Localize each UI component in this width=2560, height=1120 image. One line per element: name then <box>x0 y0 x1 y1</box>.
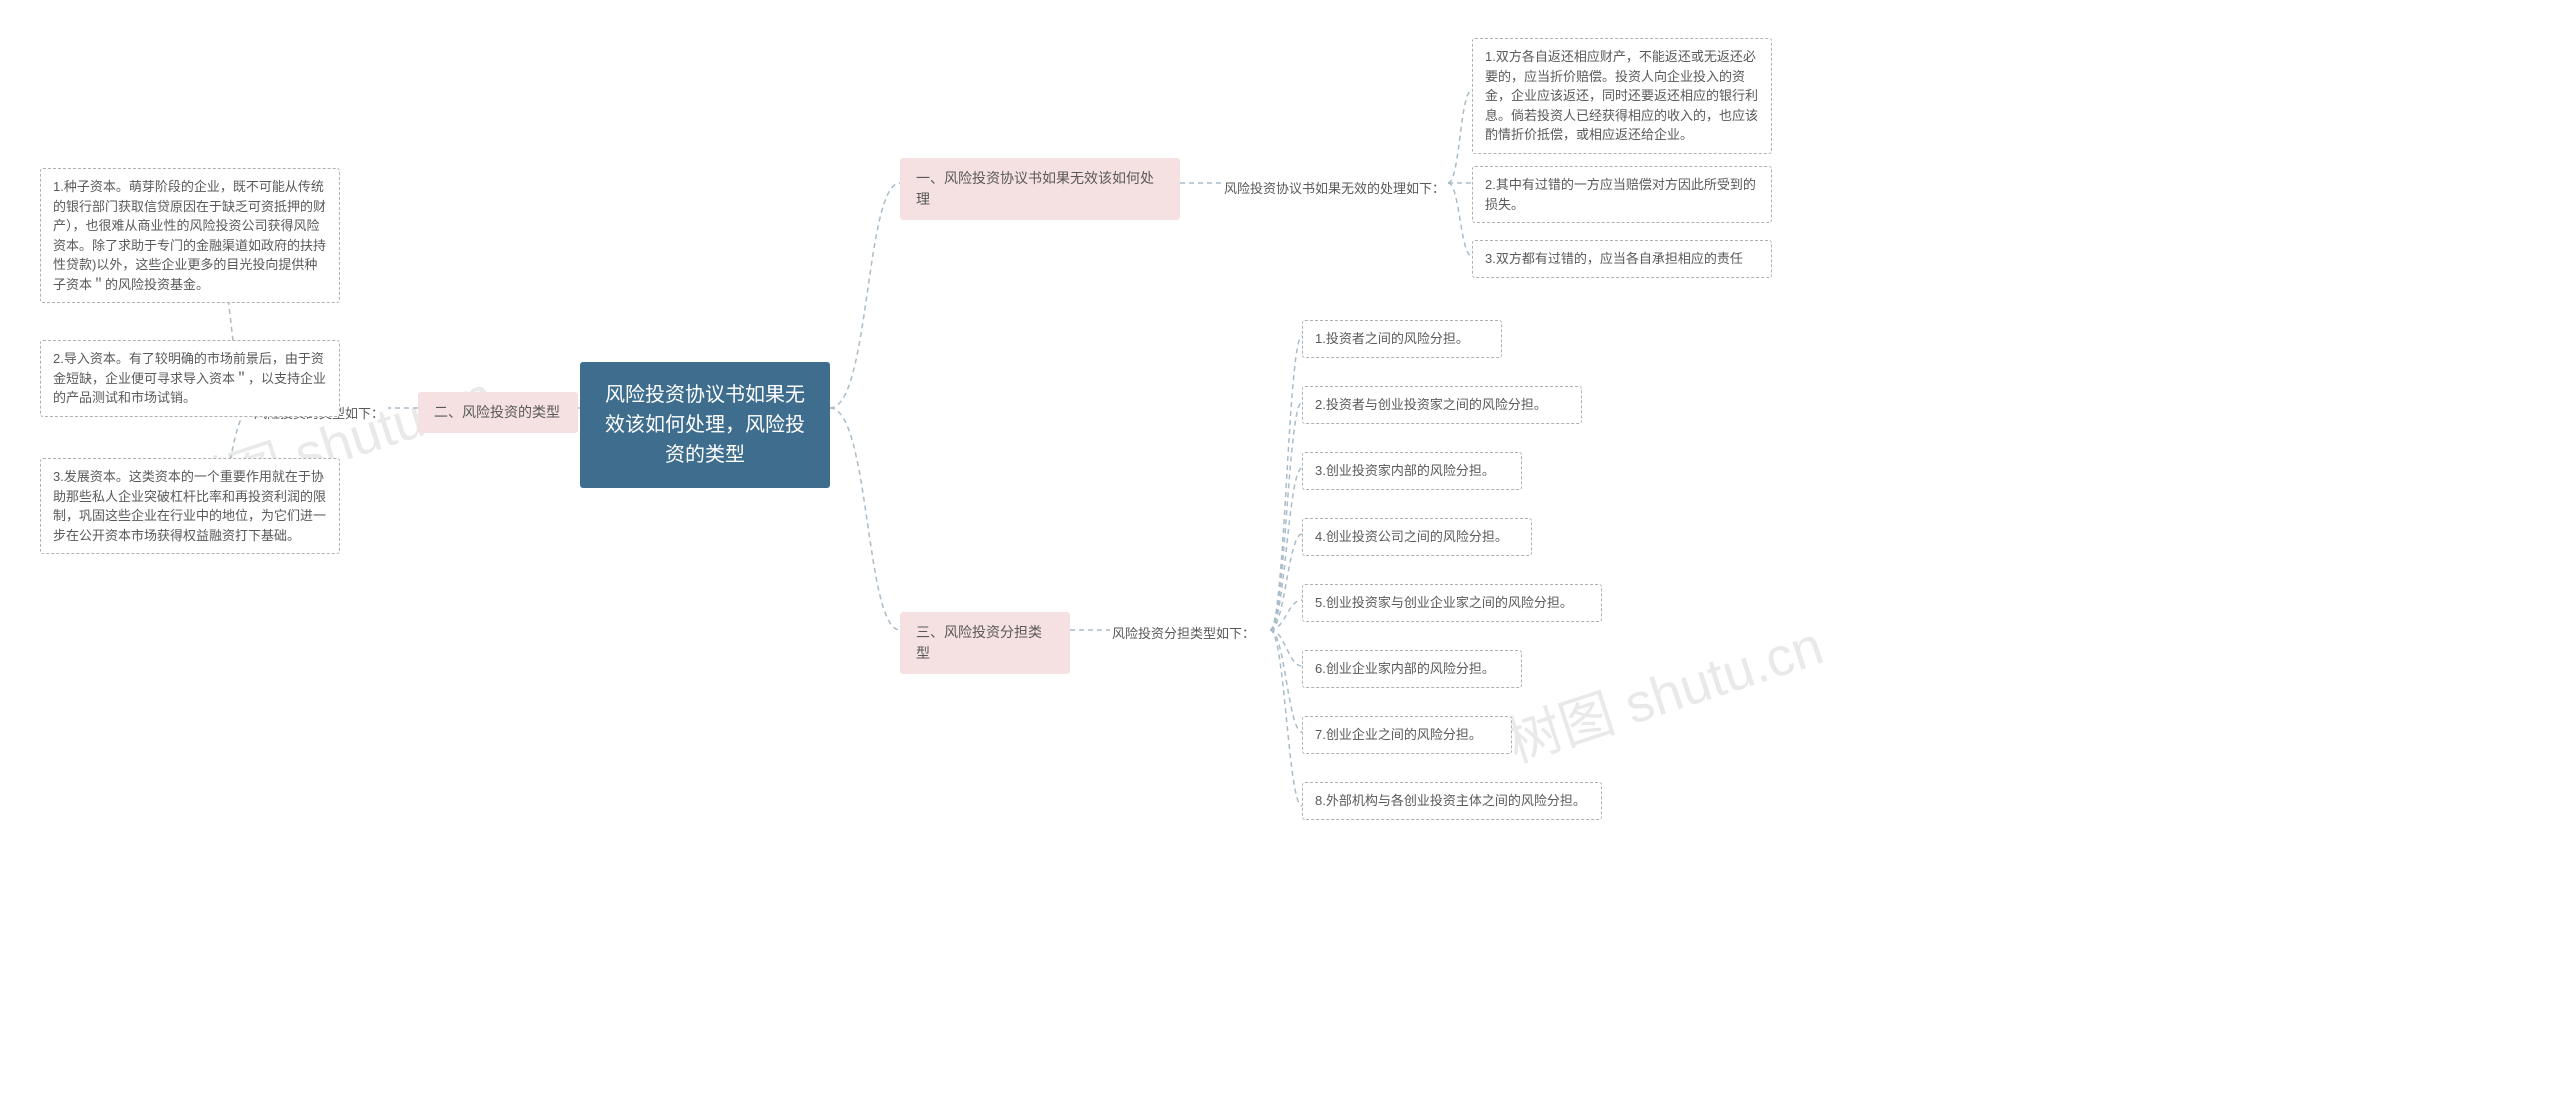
branch-3-sub: 风险投资分担类型如下： <box>1110 620 1257 648</box>
branch-3-leaf-4: 4.创业投资公司之间的风险分担。 <box>1302 518 1532 556</box>
branch-2: 二、风险投资的类型 <box>418 392 578 433</box>
branch-3-leaf-7: 7.创业企业之间的风险分担。 <box>1302 716 1512 754</box>
branch-3: 三、风险投资分担类型 <box>900 612 1070 674</box>
branch-3-leaf-8: 8.外部机构与各创业投资主体之间的风险分担。 <box>1302 782 1602 820</box>
branch-3-leaf-6: 6.创业企业家内部的风险分担。 <box>1302 650 1522 688</box>
branch-3-leaf-3: 3.创业投资家内部的风险分担。 <box>1302 452 1522 490</box>
branch-2-leaf-1: 1.种子资本。萌芽阶段的企业，既不可能从传统的银行部门获取信贷原因在于缺乏可资抵… <box>40 168 340 303</box>
branch-1-sub: 风险投资协议书如果无效的处理如下： <box>1222 175 1447 203</box>
branch-2-leaf-2: 2.导入资本。有了较明确的市场前景后，由于资金短缺，企业便可寻求导入资本＂，以支… <box>40 340 340 417</box>
branch-1-leaf-1: 1.双方各自返还相应财产，不能返还或无返还必要的，应当折价赔偿。投资人向企业投入… <box>1472 38 1772 154</box>
center-node: 风险投资协议书如果无效该如何处理，风险投资的类型 <box>580 362 830 488</box>
connectors <box>0 0 2560 1120</box>
branch-1-leaf-3: 3.双方都有过错的，应当各自承担相应的责任 <box>1472 240 1772 278</box>
branch-1: 一、风险投资协议书如果无效该如何处理 <box>900 158 1180 220</box>
branch-1-leaf-2: 2.其中有过错的一方应当赔偿对方因此所受到的损失。 <box>1472 166 1772 223</box>
branch-2-leaf-3: 3.发展资本。这类资本的一个重要作用就在于协助那些私人企业突破杠杆比率和再投资利… <box>40 458 340 554</box>
branch-3-leaf-2: 2.投资者与创业投资家之间的风险分担。 <box>1302 386 1582 424</box>
branch-3-leaf-5: 5.创业投资家与创业企业家之间的风险分担。 <box>1302 584 1602 622</box>
branch-3-leaf-1: 1.投资者之间的风险分担。 <box>1302 320 1502 358</box>
watermark-2: 树图 shutu.cn <box>1496 601 1832 777</box>
